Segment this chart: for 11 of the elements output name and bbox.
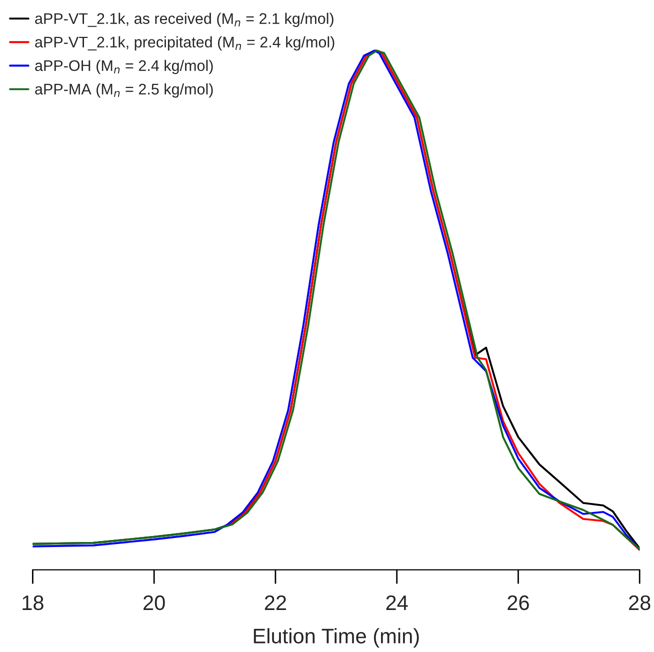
x-tick-label: 20 — [144, 595, 165, 610]
x-tick-label: 22 — [264, 595, 286, 610]
legend-label: aPP-VT_2.1k, precipitated (M$_{n}$ = 2.4 kg/mol) — [35, 36, 334, 51]
x-tick-label: 24 — [386, 595, 408, 610]
x-tick-label: 28 — [629, 595, 650, 610]
x-tick-label: 18 — [22, 595, 44, 610]
x-tick-label: 26 — [508, 595, 529, 610]
legend-label: aPP-OH (M$_{n}$ = 2.4 kg/mol) — [35, 60, 213, 74]
legend-label: aPP-VT_2.1k, as received (M$_{n}$ = 2.1 kg/mol) — [35, 12, 334, 28]
x-axis-title: Elution Time (min) — [254, 628, 419, 648]
legend-label: aPP-MA (M$_{n}$ = 2.5 kg/mol) — [35, 83, 213, 98]
